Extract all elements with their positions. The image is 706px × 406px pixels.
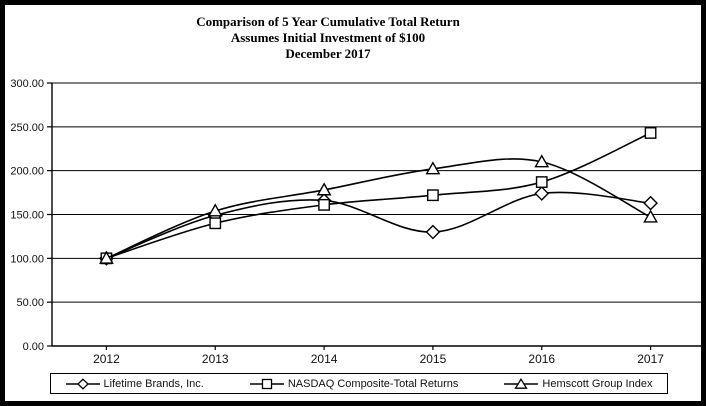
x-tick-label: 2017	[637, 352, 664, 366]
data-point-square-marker	[427, 189, 439, 202]
chart-title-line1: Comparison of 5 Year Cumulative Total Re…	[196, 14, 460, 29]
legend-item-nasdaq: NASDAQ Composite-Total Returns	[249, 377, 459, 390]
y-tick-label: 300.00	[10, 78, 44, 90]
square-marker-icon	[249, 378, 284, 389]
y-tick-label: 250.00	[10, 122, 44, 134]
data-point-triangle-marker	[207, 203, 223, 217]
y-tick-label: 0.00	[23, 341, 44, 353]
legend-item-hemscott: Hemscott Group Index	[504, 377, 653, 390]
diamond-marker-icon	[65, 377, 100, 390]
data-point-triangle-marker	[534, 154, 550, 168]
triangle-marker-icon	[504, 377, 539, 389]
data-point-triangle-marker	[99, 250, 114, 264]
data-point-square-marker	[535, 176, 548, 188]
data-point-diamond-marker	[425, 224, 441, 240]
data-point-diamond-marker	[643, 195, 658, 211]
x-tick-label: 2015	[420, 352, 447, 366]
y-tick-label: 100.00	[10, 253, 44, 265]
x-tick-label: 2013	[202, 352, 229, 366]
legend-label-nasdaq: NASDAQ Composite-Total Returns	[287, 377, 459, 390]
x-tick-label: 2014	[311, 352, 338, 366]
chart-title: Comparison of 5 Year Cumulative Total Re…	[5, 14, 651, 62]
chart-title-line3: December 2017	[285, 46, 371, 61]
data-point-triangle-marker	[316, 182, 332, 196]
x-tick-label: 2012	[93, 352, 120, 366]
legend-item-lifetime-brands: Lifetime Brands, Inc.	[65, 377, 204, 390]
data-point-triangle-marker	[643, 209, 658, 223]
data-point-triangle-marker	[425, 161, 441, 175]
chart-title-line2: Assumes Initial Investment of $100	[230, 30, 426, 45]
plot-area: 0.00 50.00 100.00 150.00 200.00 250.00 300.00 2…	[10, 78, 701, 366]
series-line-square	[106, 132, 651, 260]
series-line-diamond	[106, 191, 651, 260]
legend-label-hemscott: Hemscott Group Index	[542, 377, 653, 390]
data-point-square-marker	[318, 198, 330, 211]
legend: Lifetime Brands, Inc. NASDAQ Composite-T…	[50, 373, 668, 394]
data-point-diamond-marker	[534, 186, 550, 201]
y-tick-label: 200.00	[10, 166, 44, 178]
y-tick-label: 150.00	[10, 210, 44, 222]
series-line-triangle	[106, 158, 651, 260]
x-tick-label: 2016	[528, 352, 555, 366]
data-point-square-marker	[644, 127, 657, 139]
y-tick-label: 50.00	[16, 297, 44, 309]
data-point-square-marker	[209, 217, 222, 230]
legend-label-lifetime-brands: Lifetime Brands, Inc.	[103, 377, 204, 390]
